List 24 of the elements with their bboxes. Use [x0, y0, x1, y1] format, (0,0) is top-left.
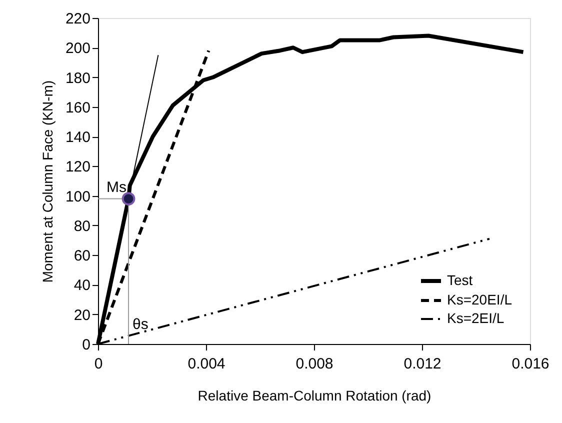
y-tick-label: 220	[65, 10, 90, 28]
x-tick-label: 0.012	[404, 356, 442, 372]
legend-label: Ks=2EI/L	[447, 310, 504, 326]
legend-label: Test	[447, 272, 473, 288]
legend-label: Ks=20EI/L	[447, 292, 512, 308]
y-tick-label: 180	[65, 70, 90, 87]
y-tick-label: 160	[65, 99, 90, 116]
annotation: Ms	[106, 178, 127, 196]
y-tick-label: 20	[74, 306, 90, 324]
y-tick-label: 140	[65, 129, 90, 146]
annotation: θs	[132, 316, 148, 333]
x-tick-label: 0.008	[296, 356, 334, 372]
y-tick-label: 60	[74, 248, 90, 265]
y-tick-label: 40	[74, 277, 90, 294]
y-tick-label: 80	[74, 218, 90, 235]
x-tick-label: 0	[94, 356, 103, 372]
y-axis-title: Moment at Column Face (KN-m)	[39, 80, 56, 283]
y-tick-label: 200	[65, 40, 90, 58]
x-axis-title: Relative Beam-Column Rotation (rad)	[198, 388, 432, 404]
y-tick-label: 0	[82, 336, 90, 354]
y-tick-label: 120	[65, 158, 90, 176]
x-tick-label: 0.004	[188, 356, 226, 372]
x-tick-label: 0.016	[512, 356, 550, 372]
y-tick-label: 100	[65, 188, 90, 206]
